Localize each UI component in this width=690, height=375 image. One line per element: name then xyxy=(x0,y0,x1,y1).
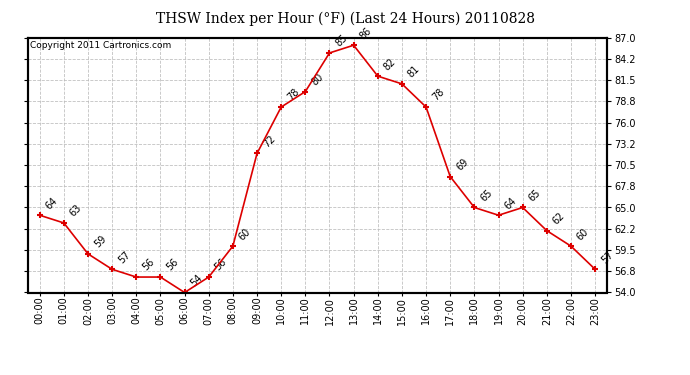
Text: 81: 81 xyxy=(406,64,422,80)
Text: 56: 56 xyxy=(141,257,156,273)
Text: 72: 72 xyxy=(262,134,277,149)
Text: 57: 57 xyxy=(600,249,615,265)
Text: 60: 60 xyxy=(237,226,253,242)
Text: 85: 85 xyxy=(334,33,349,49)
Text: 65: 65 xyxy=(479,188,494,203)
Text: 59: 59 xyxy=(92,234,108,250)
Text: 64: 64 xyxy=(44,195,59,211)
Text: 82: 82 xyxy=(382,56,397,72)
Text: 57: 57 xyxy=(117,249,132,265)
Text: 62: 62 xyxy=(551,211,566,226)
Text: 80: 80 xyxy=(310,72,325,87)
Text: Copyright 2011 Cartronics.com: Copyright 2011 Cartronics.com xyxy=(30,41,172,50)
Text: 54: 54 xyxy=(189,273,204,288)
Text: 60: 60 xyxy=(575,226,591,242)
Text: 56: 56 xyxy=(213,257,228,273)
Text: 78: 78 xyxy=(286,87,301,103)
Text: 64: 64 xyxy=(503,195,518,211)
Text: 63: 63 xyxy=(68,203,83,219)
Text: THSW Index per Hour (°F) (Last 24 Hours) 20110828: THSW Index per Hour (°F) (Last 24 Hours)… xyxy=(155,11,535,26)
Text: 69: 69 xyxy=(455,157,470,172)
Text: 65: 65 xyxy=(527,188,542,203)
Text: 56: 56 xyxy=(165,257,180,273)
Text: 78: 78 xyxy=(431,87,446,103)
Text: 86: 86 xyxy=(358,26,373,41)
